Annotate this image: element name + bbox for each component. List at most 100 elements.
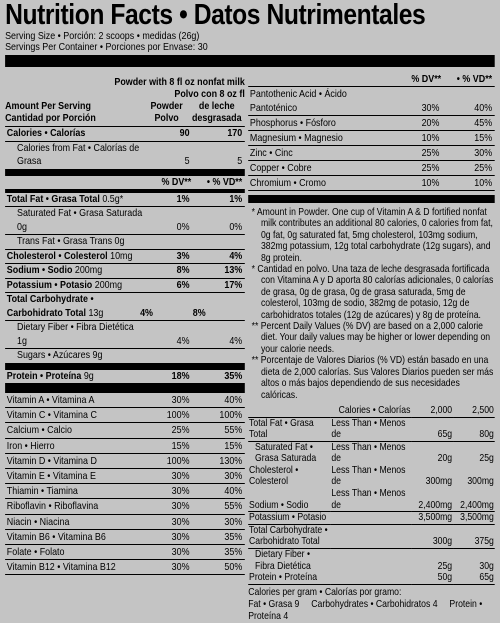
- nutrient-name: Trans Fat • Grasa Trans: [17, 235, 113, 247]
- vitamin-name: Vitamin B12 • Vitamina B12: [6, 561, 116, 574]
- dv-value: 10%: [421, 132, 440, 144]
- nutrient-cell: Saturated Fat • Grasa Saturada 0g: [5, 207, 145, 234]
- nutrient-cell: Dietary Fiber • Fibra Dietética 1g: [5, 321, 145, 348]
- table-cell: 300mg: [467, 476, 494, 488]
- dv-value: 4%: [229, 249, 243, 262]
- dv-value: 25%: [171, 424, 190, 437]
- dv-value: 25%: [421, 147, 440, 159]
- nutrient-amount: 200mg: [74, 264, 103, 276]
- vitamin-name: Vitamin D • Vitamina D: [6, 454, 97, 467]
- table-cell: Potassium • Potasio: [249, 512, 327, 524]
- vitamin-row: Thiamin • Tiamina 30% 40%: [5, 484, 245, 500]
- table-header-cell: 2,500: [472, 404, 494, 416]
- mineral-name: Copper • Cobre: [249, 162, 312, 174]
- dv-value: 10%: [474, 177, 493, 189]
- vitamin-name: Niacin • Niacina: [6, 515, 70, 528]
- mineral-row: Zinc • Cinc 25% 30%: [248, 146, 495, 161]
- dv-value: 1%: [176, 192, 190, 205]
- table-cell: 30g: [479, 560, 494, 572]
- header-line: Cantidad por Porción Polvo desgrasada: [5, 112, 245, 124]
- table-cell: [330, 512, 411, 525]
- dv-value: 30%: [474, 147, 493, 159]
- vitamin-name: Vitamin A • Vitamina A: [6, 394, 95, 406]
- dv-value: 35%: [224, 546, 243, 559]
- vitamin-row: Riboflavin • Riboflavina 30% 55%: [5, 499, 245, 515]
- dv-value: 0%: [176, 220, 190, 233]
- nutrient-name: Sugars • Azúcares: [17, 349, 91, 361]
- vitamin-name: Calcium • Calcio: [6, 424, 72, 437]
- table-cell: 300g: [432, 536, 453, 548]
- table-row: Potassium • Potasio 3,500mg 3,500mg: [248, 512, 495, 525]
- nutrient-row: Trans Fat • Grasa Trans 0g: [5, 235, 245, 250]
- vitamin-name: Iron • Hierro: [6, 439, 55, 452]
- nutrient-row: Total Carbohydrate • Carbohidrato Total …: [5, 293, 245, 321]
- dv-value: 100%: [166, 409, 190, 422]
- table-header-row: Calories • Calorías 2,000 2,500: [248, 405, 495, 417]
- table-cell: 20g: [437, 453, 453, 465]
- calories-per-gram-items: Fat • Grasa 9 Carbohydrates • Carbohidrat…: [248, 599, 495, 623]
- header-line: Polvo con 8 oz fl: [5, 88, 244, 100]
- header-line: Powder with 8 fl oz nonfat milk: [5, 76, 244, 88]
- dv-header: % DV** • % VD**: [5, 176, 245, 190]
- dv-value: 45%: [474, 117, 493, 129]
- table-cell: 65g: [479, 572, 494, 584]
- table-cell: 3,500mg: [460, 512, 494, 524]
- thick-bar: [248, 195, 495, 203]
- vitamin-name: Folate • Folato: [6, 546, 65, 559]
- dv-header-text: • % VD**: [456, 73, 493, 85]
- mineral-row: Copper • Cobre 25% 25%: [248, 161, 495, 176]
- dv-value: 30%: [171, 546, 190, 559]
- nutrient-amount: 1g: [17, 334, 27, 347]
- table-cell: Protein • Proteína: [249, 572, 318, 584]
- table-cell: Less Than • Menos de: [331, 417, 406, 441]
- thick-bar: [5, 169, 245, 176]
- dv-value: 8%: [176, 264, 190, 276]
- dv-value: 30%: [421, 102, 440, 114]
- nutrient-name: Protein • Proteína: [6, 369, 82, 382]
- table-cell: 65g: [437, 429, 453, 441]
- table-row: Protein • Proteína 50g 65g: [248, 572, 495, 585]
- nutrient-cell: Total Carbohydrate • Carbohidrato Total …: [5, 293, 109, 320]
- nutrient-amount: 0.5g*: [102, 192, 124, 205]
- nutrient-cell: Total Fat • Grasa Total 0.5g*: [5, 193, 145, 207]
- dv-value: 4%: [176, 334, 190, 347]
- nutrient-name: Total Carbohydrate • Carbohidrato Total: [6, 293, 94, 319]
- row-value: 5: [237, 155, 243, 167]
- left-column: Powder with 8 fl oz nonfat milk Polvo con…: [5, 70, 245, 623]
- table-cell: [330, 572, 411, 584]
- row-value: 90: [179, 127, 190, 139]
- vitamin-name: Thiamin • Tiamina: [6, 485, 78, 498]
- dv-header-text: % DV**: [161, 175, 192, 188]
- row-value: 170: [227, 127, 243, 139]
- nutrient-amount: 200mg: [94, 278, 123, 291]
- dv-value: 4%: [229, 334, 243, 347]
- table-header-cell: Calories • Calorías: [338, 404, 411, 416]
- table-row: Dietary Fiber • Fibra Dietética 25g 30g: [248, 549, 495, 573]
- table-row: Sodium • Sodio Less Than • Menos de 2,400m…: [248, 488, 495, 512]
- footnote: ** Percent Daily Values (% DV) are based…: [251, 321, 491, 355]
- thick-bar: [5, 363, 245, 370]
- table-cell: 3,500mg: [418, 512, 453, 524]
- nutrient-row: Protein • Proteína 9g 18% 35%: [5, 369, 245, 384]
- dv-value: 30%: [171, 561, 190, 574]
- nutrient-name: Sodium • Sodio: [6, 264, 73, 276]
- table-cell: 375g: [474, 536, 494, 548]
- vitamin-row: Calcium • Calcio 25% 55%: [5, 423, 245, 439]
- vitamin-row: Vitamin E • Vitamina E 30% 30%: [5, 469, 245, 485]
- dv-value: 40%: [224, 485, 243, 498]
- calories-row: Calories from Fat • Calorías de Grasa 5 5: [5, 142, 245, 170]
- dv-value: 1%: [229, 192, 243, 205]
- mineral-row: Pantothenic Acid • Ácido Pantoténico 30% 4…: [248, 87, 495, 116]
- table-row: Cholesterol • Colesterol Less Than • Meno…: [248, 465, 495, 488]
- table-cell: Less Than • Menos de: [331, 441, 406, 465]
- table-cell: 2,400mg: [460, 499, 494, 511]
- vitamin-name: Riboflavin • Riboflavina: [6, 500, 99, 513]
- title: Nutrition Facts • Datos Nutrimentales: [5, 0, 426, 31]
- nutrient-name: Dietary Fiber • Fibra Dietética: [17, 321, 134, 333]
- header-text: Polvo: [154, 112, 179, 124]
- dv-value: 40%: [224, 394, 243, 406]
- dv-header: % DV** • % VD**: [248, 73, 495, 87]
- table-cell: 80g: [479, 429, 494, 441]
- dv-value: 20%: [421, 117, 440, 129]
- dv-header-text: • % VD**: [206, 175, 243, 188]
